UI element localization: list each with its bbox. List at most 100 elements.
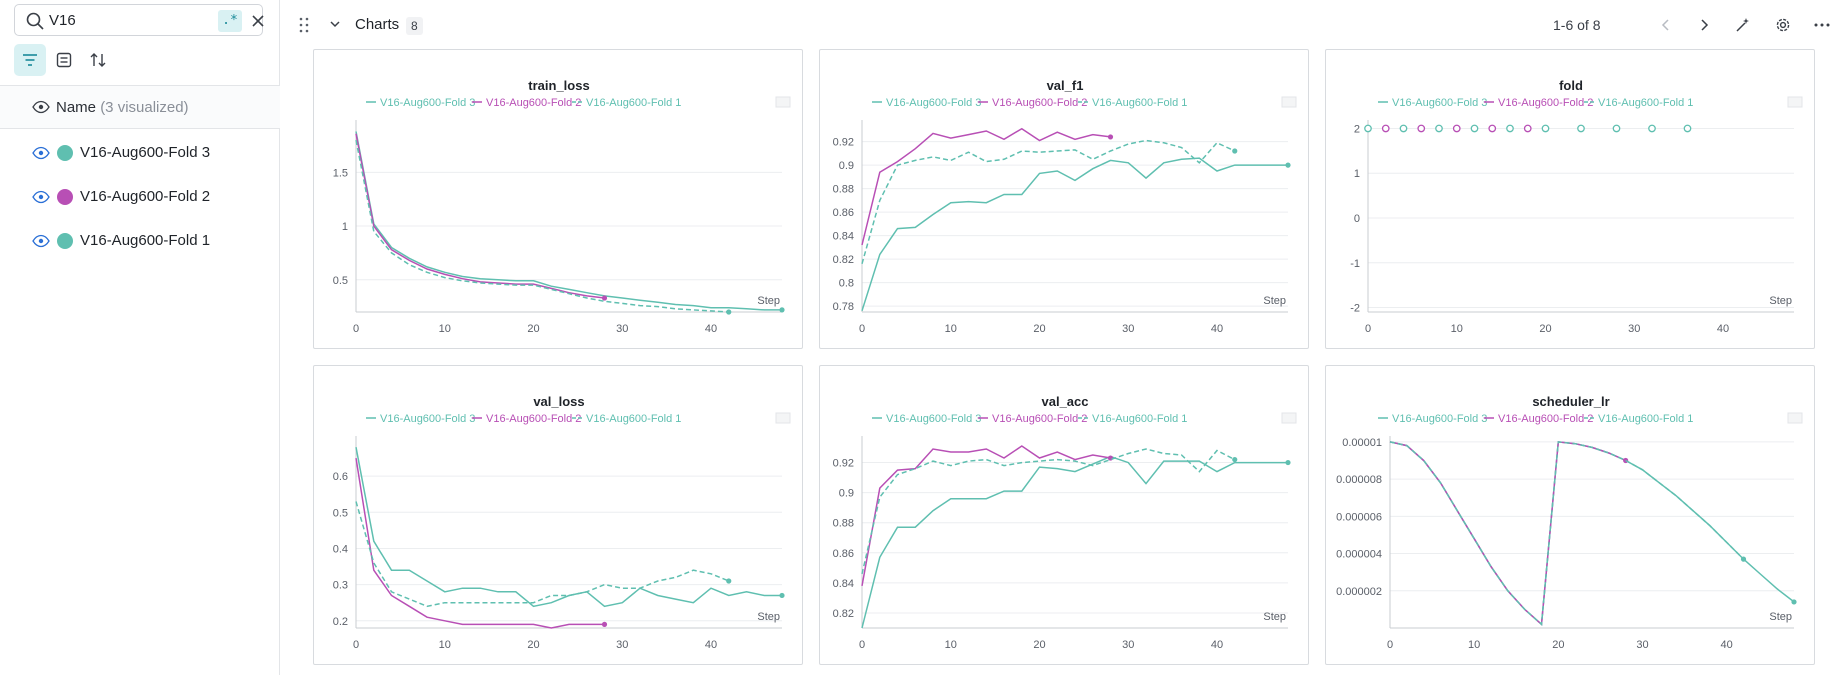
x-tick-label: 0 <box>353 323 359 335</box>
group-button[interactable] <box>48 44 80 76</box>
chart-panel-val-acc[interactable]: val_acc V16-Aug600-Fold 3 V16-Aug600-Fold … <box>819 365 1309 665</box>
search-input[interactable]: V16 <box>49 12 76 29</box>
chart-panel-val-f1[interactable]: val_f1 V16-Aug600-Fold 3 V16-Aug600-Fold 2… <box>819 49 1309 349</box>
eye-icon[interactable] <box>32 100 50 114</box>
eye-icon[interactable] <box>32 190 50 204</box>
y-tick-label: 0 <box>1354 213 1360 225</box>
y-tick-label: -1 <box>1350 258 1360 270</box>
x-tick-label: 30 <box>616 639 628 651</box>
chart-panel-fold[interactable]: fold V16-Aug600-Fold 3 V16-Aug600-Fold 2 V1… <box>1325 49 1815 349</box>
series-end-point <box>601 295 608 301</box>
eye-icon[interactable] <box>32 234 50 248</box>
chart-svg: scheduler_lr V16-Aug600-Fold 3 V16-Aug600-… <box>1336 394 1803 651</box>
chart-count-badge: 8 <box>406 17 423 35</box>
chart-svg: val_f1 V16-Aug600-Fold 3 V16-Aug600-Fold 2… <box>833 78 1297 335</box>
y-tick-label: 1 <box>1354 168 1360 180</box>
magic-wand-icon <box>1736 18 1749 32</box>
chevron-left-icon <box>1661 19 1669 31</box>
x-tick-label: 40 <box>1211 323 1223 335</box>
gear-icon <box>1776 18 1790 32</box>
regex-toggle[interactable]: .* <box>218 10 242 32</box>
legend-toggle <box>775 96 791 108</box>
x-axis-label: Step <box>1769 611 1792 623</box>
close-icon[interactable] <box>249 12 267 30</box>
data-point <box>1506 124 1514 133</box>
chart-panel-val-loss[interactable]: val_loss V16-Aug600-Fold 3 V16-Aug600-Fold… <box>313 365 803 665</box>
chart-title: scheduler_lr <box>1532 394 1609 409</box>
chart-svg: val_acc V16-Aug600-Fold 3 V16-Aug600-Fold … <box>833 394 1297 651</box>
chart-panel-scheduler-lr[interactable]: scheduler_lr V16-Aug600-Fold 3 V16-Aug600-… <box>1325 365 1815 665</box>
legend-label: V16-Aug600-Fold 3 <box>886 413 981 425</box>
series-line <box>861 455 1288 629</box>
x-tick-label: 30 <box>1122 639 1134 651</box>
legend-label: V16-Aug600-Fold 3 <box>380 97 475 109</box>
chevron-down-icon[interactable] <box>329 19 341 29</box>
series-end-point <box>1107 134 1114 140</box>
series-line <box>355 131 782 311</box>
more-options-button[interactable] <box>1811 14 1833 36</box>
next-page-button[interactable] <box>1693 14 1715 36</box>
series-line <box>1389 441 1745 626</box>
sort-button[interactable] <box>82 44 114 76</box>
run-color-dot[interactable] <box>57 189 73 205</box>
legend-label: V16-Aug600-Fold 3 <box>380 413 475 425</box>
data-point <box>1541 124 1550 133</box>
x-tick-label: 10 <box>1468 639 1480 651</box>
run-color-dot[interactable] <box>57 145 73 161</box>
y-tick-label: 0.000008 <box>1336 474 1382 486</box>
data-point <box>1577 124 1585 133</box>
x-tick-label: 20 <box>1033 639 1045 651</box>
legend-label: V16-Aug600-Fold 3 <box>1392 97 1487 109</box>
run-name[interactable]: V16-Aug600-Fold 2 <box>80 188 211 205</box>
runs-sidebar: V16 .* Name (3 visualized) V16-Aug600-Fo… <box>0 0 280 675</box>
y-tick-label: 0.9 <box>839 160 854 172</box>
series-end-point <box>726 578 732 584</box>
data-point <box>1612 124 1621 133</box>
legend-label: V16-Aug600-Fold 1 <box>1092 97 1187 109</box>
filter-button[interactable] <box>14 44 46 76</box>
legend-toggle <box>775 412 791 424</box>
y-tick-label: 0.5 <box>333 275 348 287</box>
y-tick-label: 0.78 <box>833 301 854 313</box>
chart-title: fold <box>1559 78 1583 93</box>
series-end-point <box>726 309 732 315</box>
legend-toggle <box>1787 96 1803 108</box>
y-tick-label: 0.82 <box>833 254 854 266</box>
section-title[interactable]: Charts <box>355 16 400 33</box>
data-point <box>1417 124 1426 133</box>
name-column-label: Name <box>56 99 97 116</box>
x-tick-label: 10 <box>945 323 957 335</box>
legend-label: V16-Aug600-Fold 1 <box>1092 413 1187 425</box>
legend-label: V16-Aug600-Fold 1 <box>1598 413 1693 425</box>
legend-label: V16-Aug600-Fold 2 <box>992 413 1087 425</box>
run-name[interactable]: V16-Aug600-Fold 1 <box>80 232 211 249</box>
run-color-dot[interactable] <box>57 233 73 249</box>
run-row[interactable]: V16-Aug600-Fold 2 <box>0 175 280 219</box>
eye-icon[interactable] <box>32 146 50 160</box>
legend-toggle <box>1281 96 1297 108</box>
search-box[interactable]: V16 .* <box>14 4 264 36</box>
y-tick-label: 0.86 <box>833 548 854 560</box>
x-tick-label: 20 <box>527 639 539 651</box>
run-row[interactable]: V16-Aug600-Fold 3 <box>0 131 280 175</box>
drag-handle-icon[interactable] <box>299 17 309 33</box>
x-tick-label: 40 <box>1717 323 1729 335</box>
y-tick-label: 2 <box>1354 123 1360 135</box>
run-row[interactable]: V16-Aug600-Fold 1 <box>0 219 280 263</box>
run-name[interactable]: V16-Aug600-Fold 3 <box>80 144 211 161</box>
series-end-point <box>1232 148 1238 154</box>
x-axis-label: Step <box>1263 611 1286 623</box>
y-tick-label: 0.84 <box>833 578 854 590</box>
auto-arrange-button[interactable] <box>1732 14 1754 36</box>
data-point <box>1470 124 1479 133</box>
y-tick-label: 0.5 <box>333 507 348 519</box>
series-end-point <box>1232 456 1238 463</box>
series-end-point <box>1791 599 1797 605</box>
series-line <box>355 139 729 313</box>
settings-button[interactable] <box>1772 14 1794 36</box>
chart-panel-train-loss[interactable]: train_loss V16-Aug600-Fold 3 V16-Aug600-Fo… <box>313 49 803 349</box>
prev-page-button[interactable] <box>1655 14 1677 36</box>
y-tick-label: 0.4 <box>333 543 348 555</box>
runs-table-header: Name (3 visualized) <box>0 85 280 129</box>
chart-title: val_acc <box>1042 394 1089 409</box>
